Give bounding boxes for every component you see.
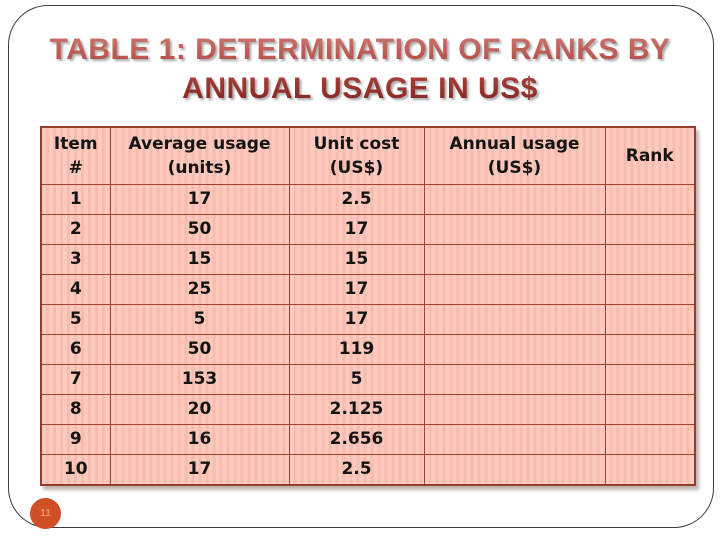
cell-avg-usage: 20: [109, 394, 290, 425]
slide-title: TABLE 1: DETERMINATION OF RANKS BY ANNUAL…: [0, 30, 720, 108]
cell-unit-cost: 15: [288, 244, 425, 275]
cell-unit-cost: 17: [288, 214, 425, 245]
table-row: 8 20 2.125: [40, 394, 696, 425]
table-row: 2 50 17: [40, 214, 696, 245]
header-item-number: Item #: [40, 126, 111, 185]
table-row: 6 50 119: [40, 334, 696, 365]
cell-unit-cost: 17: [288, 304, 425, 335]
cell-rank: [604, 274, 696, 305]
table-row: 5 5 17: [40, 304, 696, 335]
cell-annual-usage: [423, 424, 606, 455]
slide-frame-border: [8, 5, 714, 528]
header-rank: Rank: [604, 126, 696, 185]
cell-avg-usage: 16: [109, 424, 290, 455]
table-row: 3 15 15: [40, 244, 696, 275]
cell-rank: [604, 304, 696, 335]
header-average-usage: Average usage (units): [109, 126, 290, 185]
cell-rank: [604, 424, 696, 455]
cell-unit-cost: 2.5: [288, 454, 425, 486]
table-row: 4 25 17: [40, 274, 696, 305]
cell-unit-cost: 2.5: [288, 184, 425, 215]
cell-unit-cost: 17: [288, 274, 425, 305]
cell-annual-usage: [423, 214, 606, 245]
table-row: 10 17 2.5: [40, 454, 696, 486]
cell-annual-usage: [423, 184, 606, 215]
header-unit-cost: Unit cost (US$): [288, 126, 425, 185]
cell-rank: [604, 394, 696, 425]
header-annual-usage: Annual usage (US$): [423, 126, 606, 185]
cell-item: 9: [40, 424, 111, 455]
cell-avg-usage: 17: [109, 454, 290, 486]
cell-avg-usage: 5: [109, 304, 290, 335]
cell-rank: [604, 184, 696, 215]
cell-item: 6: [40, 334, 111, 365]
cell-annual-usage: [423, 364, 606, 395]
cell-item: 8: [40, 394, 111, 425]
cell-avg-usage: 25: [109, 274, 290, 305]
cell-annual-usage: [423, 304, 606, 335]
cell-item: 4: [40, 274, 111, 305]
cell-item: 5: [40, 304, 111, 335]
table-header-row: Item # Average usage (units) Unit cost (…: [40, 126, 696, 185]
cell-item: 10: [40, 454, 111, 486]
cell-unit-cost: 119: [288, 334, 425, 365]
cell-annual-usage: [423, 244, 606, 275]
title-line-1: TABLE 1: DETERMINATION OF RANKS BY: [49, 33, 671, 66]
table-row: 9 16 2.656: [40, 424, 696, 455]
cell-unit-cost: 2.125: [288, 394, 425, 425]
ranks-table: Item # Average usage (units) Unit cost (…: [40, 126, 696, 486]
cell-unit-cost: 5: [288, 364, 425, 395]
cell-rank: [604, 334, 696, 365]
cell-item: 2: [40, 214, 111, 245]
cell-rank: [604, 364, 696, 395]
page-number-badge: 11: [30, 498, 61, 529]
cell-item: 1: [40, 184, 111, 215]
cell-avg-usage: 15: [109, 244, 290, 275]
title-line-2: ANNUAL USAGE IN US$: [182, 72, 538, 105]
cell-rank: [604, 244, 696, 275]
cell-rank: [604, 454, 696, 486]
cell-avg-usage: 50: [109, 334, 290, 365]
cell-avg-usage: 17: [109, 184, 290, 215]
cell-annual-usage: [423, 454, 606, 486]
table-row: 1 17 2.5: [40, 184, 696, 215]
cell-annual-usage: [423, 334, 606, 365]
cell-unit-cost: 2.656: [288, 424, 425, 455]
cell-annual-usage: [423, 274, 606, 305]
cell-annual-usage: [423, 394, 606, 425]
cell-avg-usage: 50: [109, 214, 290, 245]
page-number: 11: [40, 508, 51, 519]
cell-rank: [604, 214, 696, 245]
cell-avg-usage: 153: [109, 364, 290, 395]
table-row: 7 153 5: [40, 364, 696, 395]
cell-item: 3: [40, 244, 111, 275]
cell-item: 7: [40, 364, 111, 395]
